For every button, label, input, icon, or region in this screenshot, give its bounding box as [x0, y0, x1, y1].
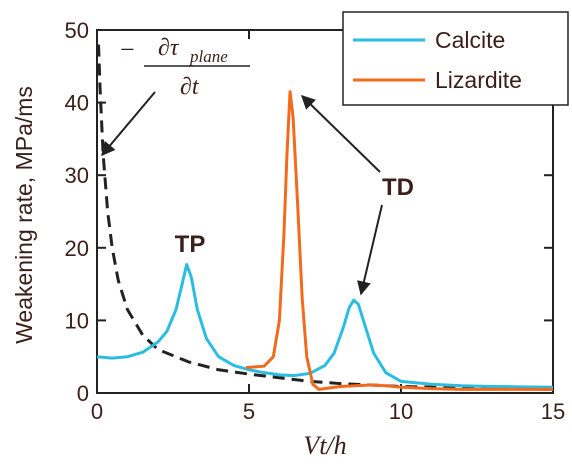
y-tick-label: 20	[65, 236, 89, 261]
td-label: TD	[382, 174, 414, 201]
y-tick-label: 10	[65, 308, 89, 333]
legend-label: Calcite	[435, 27, 505, 53]
series-line	[245, 90, 553, 391]
legend-box	[342, 11, 569, 106]
dashed-label: − ∂τ plane ∂t	[120, 35, 250, 100]
x-tick-label: 10	[389, 399, 413, 424]
legend-label: Lizardite	[435, 67, 522, 93]
series-line	[96, 262, 554, 389]
y-tick-label: 50	[65, 18, 89, 43]
y-axis-label: Weakening rate, MPa/ms	[11, 86, 37, 344]
tp-label: TP	[175, 231, 206, 258]
x-axis-label: Vt/h	[303, 431, 346, 460]
denominator: ∂t	[180, 74, 200, 100]
x-tick-label: 0	[91, 399, 103, 424]
plot-frame	[96, 29, 554, 394]
legend: Calcite Lizardite	[342, 11, 569, 106]
minus: −	[120, 35, 135, 64]
arrow	[300, 95, 381, 173]
arrow	[357, 204, 383, 296]
y-tick-label: 0	[77, 381, 89, 406]
x-tick-label: 15	[541, 399, 565, 424]
subscript: plane	[189, 47, 228, 66]
y-tick-label: 40	[65, 91, 89, 116]
arrow	[101, 91, 156, 157]
x-tick-label: 5	[243, 399, 255, 424]
numerator: ∂τ	[158, 35, 180, 61]
y-tick-label: 30	[65, 163, 89, 188]
